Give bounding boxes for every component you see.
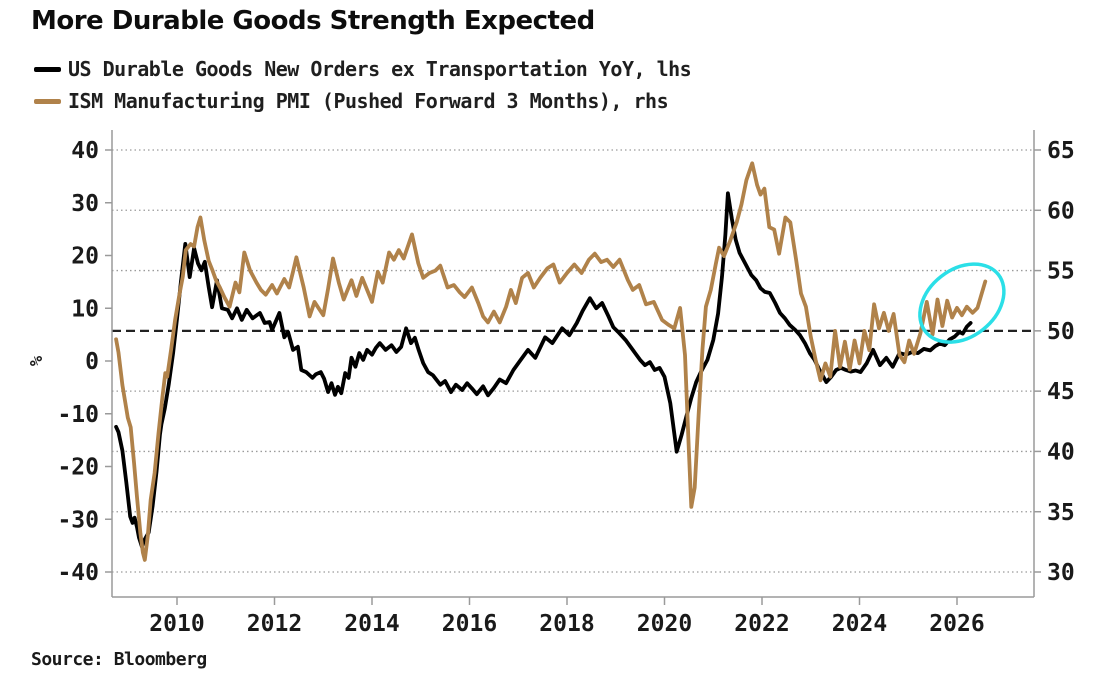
svg-text:30: 30 <box>71 191 99 217</box>
series-line-durable-goods <box>114 191 973 549</box>
chart-title: More Durable Goods Strength Expected <box>31 6 595 36</box>
highlight-ellipse-annotation <box>918 262 1006 344</box>
svg-text:-20: -20 <box>57 455 99 481</box>
svg-text:30: 30 <box>1047 560 1075 586</box>
svg-text:40: 40 <box>1047 439 1075 465</box>
svg-text:-30: -30 <box>57 507 99 533</box>
legend-item-durable-goods: US Durable Goods New Orders ex Transport… <box>34 53 692 85</box>
svg-text:2012: 2012 <box>247 611 302 637</box>
source-note: Source: Bloomberg <box>31 649 207 670</box>
svg-text:55: 55 <box>1047 259 1075 285</box>
left-axis-unit-label: % <box>27 355 47 366</box>
svg-text:60: 60 <box>1047 198 1075 224</box>
tick-marks <box>105 149 1041 605</box>
legend: US Durable Goods New Orders ex Transport… <box>34 53 692 117</box>
svg-text:2020: 2020 <box>637 611 692 637</box>
svg-text:-10: -10 <box>57 402 99 428</box>
legend-label-durable-goods: US Durable Goods New Orders ex Transport… <box>68 57 692 81</box>
svg-text:35: 35 <box>1047 500 1075 526</box>
svg-text:2024: 2024 <box>832 611 887 637</box>
svg-text:2022: 2022 <box>734 611 789 637</box>
svg-text:2026: 2026 <box>929 611 984 637</box>
legend-item-ism-pmi: ISM Manufacturing PMI (Pushed Forward 3 … <box>34 85 691 117</box>
svg-text:2018: 2018 <box>539 611 594 637</box>
svg-text:40: 40 <box>71 138 99 164</box>
svg-text:-40: -40 <box>57 560 99 586</box>
svg-text:2014: 2014 <box>344 611 399 637</box>
svg-text:0: 0 <box>85 349 99 375</box>
ism-line-swatch-icon <box>34 98 61 104</box>
svg-text:20: 20 <box>71 244 99 270</box>
axis-labels: 403020100-10-20-30-406560555045403530201… <box>57 138 1074 637</box>
svg-text:2010: 2010 <box>149 611 204 637</box>
svg-text:10: 10 <box>71 296 99 322</box>
svg-text:45: 45 <box>1047 379 1075 405</box>
durable-goods-line-swatch-icon <box>34 66 61 72</box>
svg-text:65: 65 <box>1047 138 1075 164</box>
series-line-ism-pmi <box>114 161 988 562</box>
svg-text:2016: 2016 <box>442 611 497 637</box>
svg-text:50: 50 <box>1047 319 1075 345</box>
gridlines <box>112 149 1034 573</box>
legend-label-ism-pmi: ISM Manufacturing PMI (Pushed Forward 3 … <box>68 89 669 113</box>
